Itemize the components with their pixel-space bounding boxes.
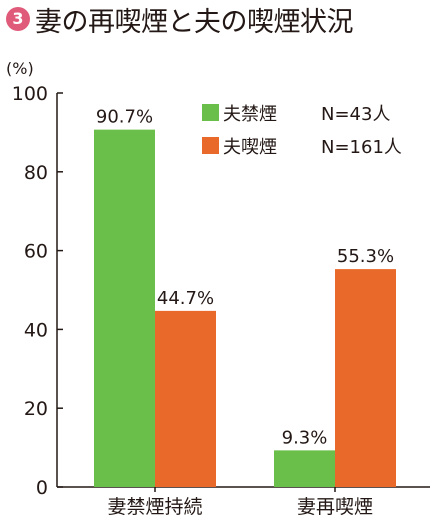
bar — [274, 450, 335, 487]
bar-value-label: 55.3% — [337, 246, 394, 267]
y-tick-label: 80 — [24, 162, 48, 184]
figure-number-badge: 3 — [6, 7, 30, 31]
y-tick-label: 60 — [24, 241, 48, 263]
legend-series-name: 夫喫煙 — [223, 137, 277, 158]
y-tick-label: 100 — [12, 83, 48, 105]
y-tick-label: 0 — [36, 477, 48, 499]
bar — [335, 269, 396, 487]
bar-value-label: 44.7% — [157, 288, 214, 309]
bar — [94, 129, 155, 487]
bar — [155, 310, 216, 487]
y-axis-unit-label: (%) — [6, 59, 34, 78]
y-tick-label: 40 — [24, 319, 48, 341]
legend-series-name: 夫禁煙 — [223, 104, 277, 125]
x-category-label: 妻禁煙持続 — [107, 496, 202, 518]
bar-value-label: 9.3% — [282, 427, 328, 448]
legend-swatch — [202, 137, 219, 154]
y-tick-label: 20 — [24, 398, 48, 420]
legend-sample-size: N=43人 — [321, 104, 390, 125]
legend-sample-size: N=161人 — [321, 137, 402, 158]
x-category-label: 妻再喫煙 — [297, 496, 373, 518]
bar-value-label: 90.7% — [96, 107, 153, 128]
chart-title-text: 妻の再喫煙と夫の喫煙状況 — [35, 6, 354, 38]
legend-swatch — [202, 104, 219, 121]
chart-title: 3 妻の再喫煙と夫の喫煙状況 — [6, 2, 354, 38]
